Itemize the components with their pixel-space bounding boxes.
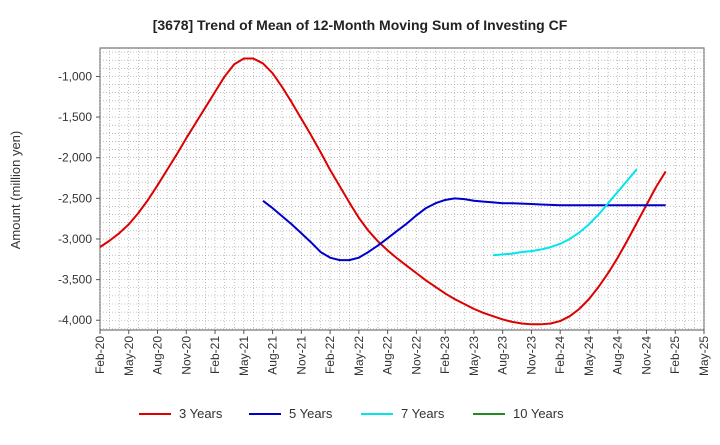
axis-layer: -1,000 -1,500 -2,000 -2,500 -3,000 -3,500 -4,0… xyxy=(58,69,711,376)
x-tick-label: Feb-21 xyxy=(208,336,222,374)
series-layer xyxy=(99,57,667,326)
x-tick-label: Feb-20 xyxy=(93,336,107,374)
series-line-5-years xyxy=(262,197,666,262)
legend-label: 5 Years xyxy=(289,406,333,421)
x-tick-label: Nov-22 xyxy=(409,336,423,375)
x-tick-label: Nov-21 xyxy=(294,336,308,375)
x-tick-label: Aug-23 xyxy=(496,336,510,375)
x-tick-label: May-25 xyxy=(697,336,711,376)
y-tick-label: -2,500 xyxy=(58,191,92,205)
y-tick-label: -3,500 xyxy=(58,273,92,287)
y-tick-label: -4,000 xyxy=(58,313,92,327)
x-tick-label: Feb-22 xyxy=(323,336,337,374)
y-tick-label: -1,000 xyxy=(58,69,92,83)
x-tick-label: May-24 xyxy=(582,336,596,376)
y-axis-label: Amount (million yen) xyxy=(8,131,23,250)
legend-item: 10 Years xyxy=(473,406,564,421)
series-line-3-years xyxy=(99,57,667,326)
x-tick-label: Aug-21 xyxy=(266,336,280,375)
legend-label: 10 Years xyxy=(513,406,564,421)
legend-item: 7 Years xyxy=(361,406,445,421)
x-tick-label: May-20 xyxy=(122,336,136,376)
x-tick-label: Nov-20 xyxy=(179,336,193,375)
y-tick-label: -3,000 xyxy=(58,232,92,246)
x-tick-label: May-22 xyxy=(352,336,366,376)
x-tick-label: Feb-24 xyxy=(553,336,567,374)
y-tick-label: -2,000 xyxy=(58,151,92,165)
legend: 3 Years 5 Years 7 Years 10 Years xyxy=(139,406,564,421)
legend-item: 3 Years xyxy=(139,406,223,421)
x-tick-label: Feb-25 xyxy=(668,336,682,374)
x-tick-label: Nov-24 xyxy=(639,336,653,375)
x-tick-label: Aug-22 xyxy=(381,336,395,375)
x-tick-label: Aug-20 xyxy=(151,336,165,375)
grid-layer xyxy=(99,47,705,331)
x-tick-label: May-21 xyxy=(237,336,251,376)
x-tick-label: Feb-23 xyxy=(438,336,452,374)
legend-item: 5 Years xyxy=(249,406,333,421)
x-tick-label: May-23 xyxy=(467,336,481,376)
legend-label: 3 Years xyxy=(179,406,223,421)
series-line-7-years xyxy=(492,168,638,257)
x-tick-label: Aug-24 xyxy=(611,336,625,375)
chart-title: [3678] Trend of Mean of 12-Month Moving … xyxy=(153,17,568,33)
legend-label: 7 Years xyxy=(401,406,445,421)
x-tick-label: Nov-23 xyxy=(524,336,538,375)
y-tick-label: -1,500 xyxy=(58,110,92,124)
